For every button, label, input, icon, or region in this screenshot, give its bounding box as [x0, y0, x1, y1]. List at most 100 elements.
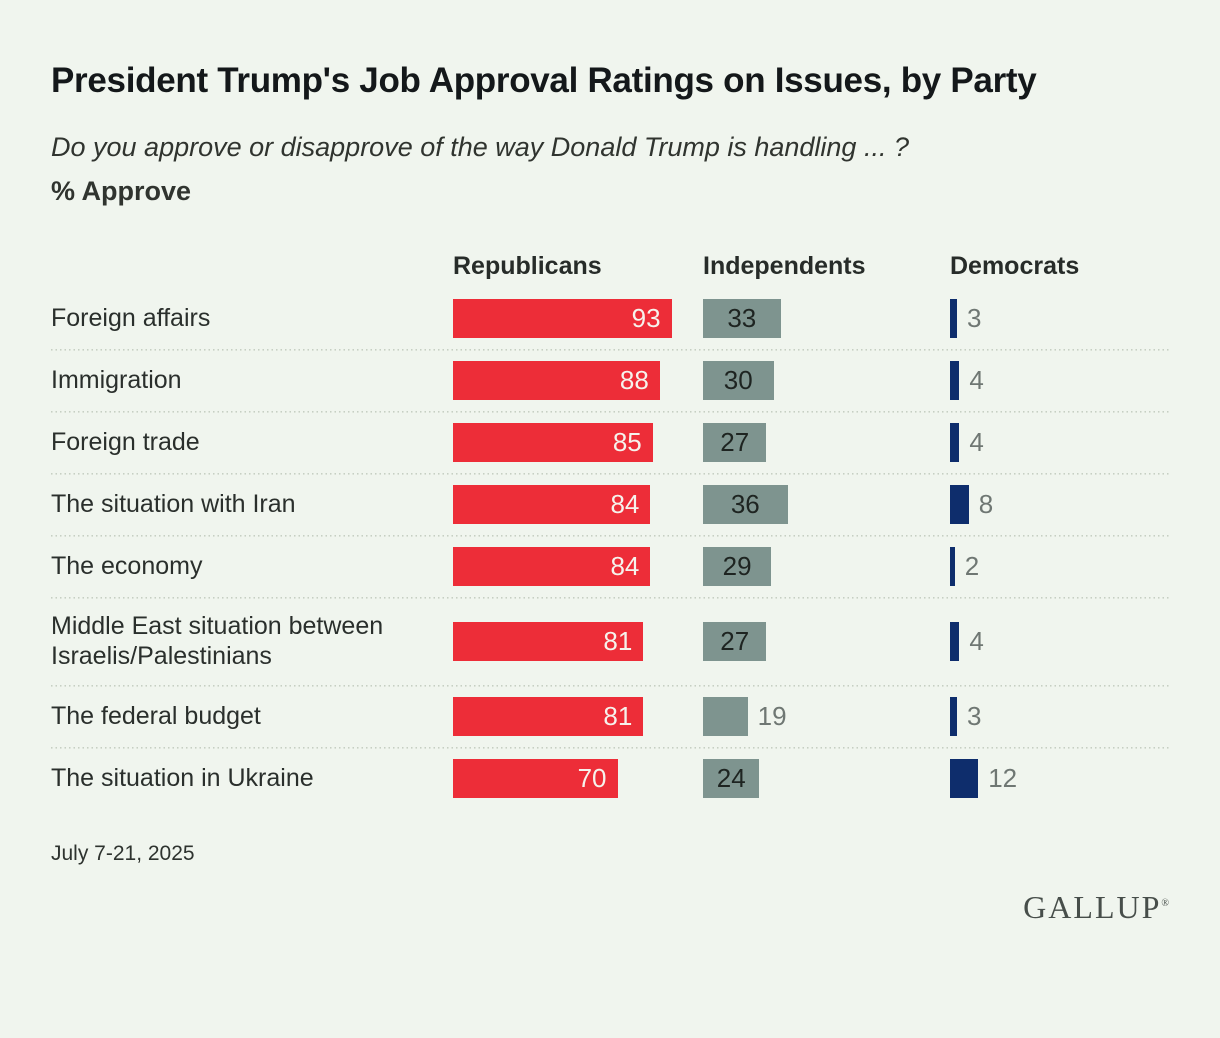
democrats-bar — [950, 484, 969, 524]
category-label: The situation with Iran — [51, 490, 296, 518]
category-label: The economy — [51, 552, 203, 580]
bar-cell-democrats: 4 — [950, 621, 1170, 661]
bar-cell-republicans: 70 — [453, 758, 703, 798]
republicans-bar: 70 — [453, 758, 618, 798]
bar-cell-republicans: 81 — [453, 696, 703, 736]
table-row: Foreign trade 85 27 4 — [51, 411, 1170, 473]
independents-bar: 24 — [703, 758, 760, 798]
bar-cell-democrats: 3 — [950, 298, 1170, 338]
value-label: 4 — [969, 626, 984, 656]
column-header-democrats: Democrats — [950, 252, 1080, 280]
republicans-bar: 84 — [453, 546, 651, 586]
column-header-independents: Independents — [703, 252, 866, 280]
category-label: Middle East situation between Israelis/P… — [51, 612, 384, 670]
value-label: 84 — [610, 489, 640, 519]
category-label: Foreign trade — [51, 428, 200, 456]
value-label: 81 — [603, 701, 633, 731]
republicans-bar: 93 — [453, 298, 672, 338]
table-row: The federal budget 81 19 3 — [51, 685, 1170, 747]
bar-cell-democrats: 3 — [950, 696, 1170, 736]
bar-cell-democrats: 8 — [950, 484, 1170, 524]
gallup-wordmark: GALLUP — [1023, 889, 1162, 925]
democrats-bar — [950, 546, 955, 586]
value-label: 12 — [988, 763, 1018, 793]
value-label: 4 — [969, 427, 984, 457]
bar-cell-republicans: 84 — [453, 546, 703, 586]
bar-cell-democrats: 2 — [950, 546, 1170, 586]
democrats-bar — [950, 360, 960, 400]
value-label: 81 — [603, 626, 633, 656]
value-label: 93 — [631, 303, 661, 333]
column-headers: Republicans Independents Democrats — [51, 251, 1170, 281]
bar-cell-independents: 19 — [703, 696, 950, 736]
bar-cell-democrats: 4 — [950, 422, 1170, 462]
democrats-bar — [950, 758, 979, 798]
value-label: 27 — [720, 626, 750, 656]
table-row: The situation in Ukraine 70 24 12 — [51, 747, 1170, 809]
independents-bar: 27 — [703, 621, 767, 661]
table-row: Foreign affairs 93 33 3 — [51, 287, 1170, 349]
survey-question: Do you approve or disapprove of the way … — [51, 132, 909, 162]
democrats-bar — [950, 696, 958, 736]
bar-cell-republicans: 84 — [453, 484, 703, 524]
registered-mark: ® — [1161, 898, 1169, 909]
value-label: 88 — [619, 365, 649, 395]
republicans-bar: 84 — [453, 484, 651, 524]
bar-cell-independents: 36 — [703, 484, 950, 524]
chart-rows: Foreign affairs 93 33 3 Immigration 88 30 4 Fore… — [51, 287, 1170, 809]
republicans-bar: 81 — [453, 696, 644, 736]
table-row: The economy 84 29 2 — [51, 535, 1170, 597]
bar-cell-republicans: 88 — [453, 360, 703, 400]
value-label: 27 — [720, 427, 750, 457]
table-row: Immigration 88 30 4 — [51, 349, 1170, 411]
value-label: 24 — [716, 763, 746, 793]
independents-bar: 29 — [703, 546, 772, 586]
column-header-republicans: Republicans — [453, 252, 602, 280]
value-label: 33 — [727, 303, 757, 333]
bar-cell-independents: 24 — [703, 758, 950, 798]
bar-cell-republicans: 93 — [453, 298, 703, 338]
value-label: 36 — [730, 489, 760, 519]
bar-cell-democrats: 4 — [950, 360, 1170, 400]
bar-cell-democrats: 12 — [950, 758, 1170, 798]
bar-cell-independents: 29 — [703, 546, 950, 586]
value-label: 29 — [722, 551, 752, 581]
value-label: 2 — [964, 551, 980, 581]
value-label: 3 — [967, 701, 982, 731]
logo-row: GALLUP® — [51, 889, 1170, 926]
democrats-bar — [950, 422, 960, 462]
bar-cell-independents: 27 — [703, 621, 950, 661]
republicans-bar: 81 — [453, 621, 644, 661]
value-label: 3 — [967, 303, 982, 333]
independents-bar: 33 — [703, 298, 781, 338]
date-note: July 7-21, 2025 — [51, 842, 195, 865]
category-label: Immigration — [51, 366, 182, 394]
category-label: The federal budget — [51, 702, 261, 730]
bar-cell-republicans: 81 — [453, 621, 703, 661]
democrats-bar — [950, 298, 958, 338]
bar-cell-independents: 30 — [703, 360, 950, 400]
independents-bar — [703, 696, 748, 736]
bar-cell-independents: 33 — [703, 298, 950, 338]
page-title: President Trump's Job Approval Ratings o… — [51, 61, 1037, 100]
bar-chart: Republicans Independents Democrats Forei… — [51, 251, 1170, 809]
value-label: 4 — [969, 365, 984, 395]
value-label: 30 — [723, 365, 753, 395]
category-label: Foreign affairs — [51, 304, 211, 332]
table-row: Middle East situation between Israelis/P… — [51, 597, 1170, 685]
table-row: The situation with Iran 84 36 8 — [51, 473, 1170, 535]
independents-bar: 30 — [703, 360, 774, 400]
value-label: 85 — [612, 427, 642, 457]
value-label: 19 — [757, 701, 787, 731]
value-label: 84 — [610, 551, 640, 581]
gallup-logo: GALLUP® — [1023, 889, 1169, 926]
value-label: 70 — [577, 763, 607, 793]
category-label: The situation in Ukraine — [51, 764, 314, 792]
republicans-bar: 85 — [453, 422, 653, 462]
republicans-bar: 88 — [453, 360, 660, 400]
measure-label: % Approve — [51, 176, 192, 206]
independents-bar: 36 — [703, 484, 788, 524]
bar-cell-republicans: 85 — [453, 422, 703, 462]
democrats-bar — [950, 621, 960, 661]
